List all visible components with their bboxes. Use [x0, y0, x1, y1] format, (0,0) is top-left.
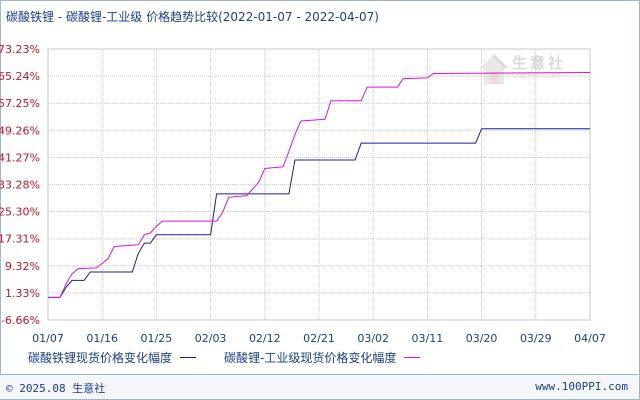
legend-swatch-series1	[180, 357, 197, 358]
y-tick-label: 73.23%	[0, 43, 40, 56]
y-tick-label: 41.27%	[0, 151, 40, 164]
watermark-sub: 100PPI.COM	[512, 71, 561, 80]
y-tick-label: 49.26%	[0, 124, 40, 137]
watermark-name: 生意社	[512, 54, 567, 72]
x-tick-label: 03/02	[357, 332, 389, 345]
footer-copyright: © 2025.08 生意社	[6, 382, 106, 395]
series-line-2	[48, 72, 591, 298]
x-tick-label: 02/12	[249, 332, 281, 345]
legend-label-series2: 碳酸锂-工业级现货价格变化幅度	[224, 351, 397, 365]
x-tick-label: 01/07	[32, 332, 64, 345]
y-tick-label: 57.25%	[0, 97, 40, 110]
y-axis-ticks: 73.23% 65.24% 57.25% 49.26% 41.27% 33.28% 25.3…	[0, 43, 40, 327]
x-axis-ticks: 01/07 01/16 01/25 02/03 02/12 02/21 03/02 03/11…	[32, 332, 606, 345]
watermark-logo: 生意社 100PPI.COM	[478, 52, 590, 88]
x-tick-label: 04/07	[574, 332, 606, 345]
x-tick-label: 03/11	[412, 332, 444, 345]
x-tick-label: 03/29	[520, 332, 552, 345]
y-tick-label: 9.32%	[5, 260, 40, 273]
y-tick-label: 17.31%	[0, 233, 40, 246]
y-tick-label: -6.66%	[1, 314, 40, 327]
x-tick-label: 03/20	[466, 332, 498, 345]
y-tick-label: 65.24%	[0, 70, 40, 83]
legend-swatch-series2	[404, 357, 421, 358]
footer-bar: © 2025.08 生意社 www.100PPI.com	[0, 374, 638, 399]
y-tick-label: 33.28%	[0, 179, 40, 192]
footer-site-link[interactable]: www.100PPI.com	[535, 380, 628, 393]
x-tick-label: 01/16	[86, 332, 118, 345]
legend-label-series1: 碳酸铁锂现货价格变化幅度	[28, 351, 173, 365]
x-tick-label: 01/25	[141, 332, 173, 345]
y-tick-label: 25.30%	[0, 206, 40, 219]
line-chart: 73.23% 65.24% 57.25% 49.26% 41.27% 33.28% 25.3…	[0, 43, 606, 345]
series-line-1	[48, 128, 590, 298]
grid-lines	[47, 48, 591, 321]
y-tick-label: 1.33%	[5, 287, 40, 300]
chart-legend: 碳酸铁锂现货价格变化幅度 碳酸锂-工业级现货价格变化幅度	[28, 349, 434, 366]
x-tick-label: 02/03	[195, 332, 227, 345]
x-tick-label: 02/21	[303, 332, 335, 345]
series-lines	[48, 72, 591, 298]
chart-title: 碳酸铁锂 - 碳酸锂-工业级 价格趋势比较(2022-01-07 - 2022-…	[6, 10, 379, 24]
